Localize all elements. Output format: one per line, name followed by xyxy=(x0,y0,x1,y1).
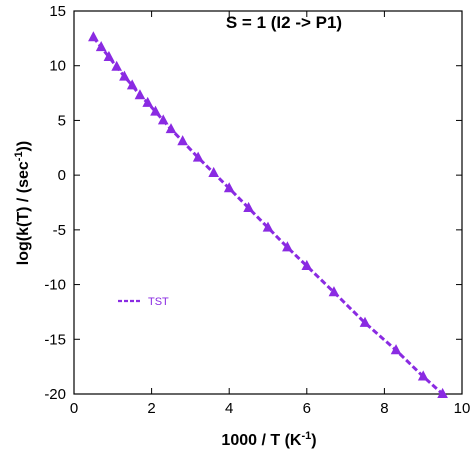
y-tick-label: -10 xyxy=(44,277,66,294)
y-axis-label-main: log(k(T) / (sec xyxy=(15,161,32,265)
data-point-tst xyxy=(177,135,188,146)
y-tick-label: 10 xyxy=(49,58,66,75)
data-point-tst xyxy=(119,70,130,81)
data-point-tst xyxy=(390,344,402,355)
y-tick-label: 5 xyxy=(58,112,66,129)
data-point-tst xyxy=(126,79,138,90)
series-line-tst xyxy=(92,36,444,396)
data-point-tst xyxy=(103,50,115,61)
x-tick-label: 10 xyxy=(454,400,471,417)
x-tick-label: 6 xyxy=(303,400,311,417)
x-axis-label-end: ) xyxy=(311,432,316,449)
y-axis-label-end: )) xyxy=(15,141,32,152)
x-tick-label: 8 xyxy=(380,400,388,417)
y-axis-label-sup: -1 xyxy=(13,151,25,161)
plot-frame xyxy=(73,10,463,395)
y-axis-label: log(k(T) / (sec-1)) xyxy=(13,141,32,265)
data-point-tst xyxy=(282,241,293,252)
axis-ticks: 0 2 4 6 8 10 15 10 5 0 -5 -10 -15 -20 xyxy=(44,3,470,417)
data-point-tst xyxy=(437,387,448,398)
data-point-tst xyxy=(142,96,154,107)
data-point-tst xyxy=(328,286,340,297)
data-point-tst xyxy=(157,114,169,125)
data-point-tst xyxy=(417,370,429,381)
data-point-tst xyxy=(243,201,254,212)
y-tick-label: -5 xyxy=(53,222,66,239)
data-point-tst xyxy=(301,259,313,270)
x-tick-label: 2 xyxy=(147,400,155,417)
legend: TST xyxy=(118,296,169,308)
data-point-tst xyxy=(111,60,123,71)
y-tick-label: 15 xyxy=(49,3,66,20)
series-layer xyxy=(88,31,448,398)
y-tick-label: -15 xyxy=(44,331,66,348)
chart-title: S = 1 (I2 -> P1) xyxy=(226,13,342,32)
data-point-tst xyxy=(262,221,274,232)
data-point-tst xyxy=(95,41,107,52)
y-tick-label: -20 xyxy=(44,386,66,403)
data-point-tst xyxy=(192,151,204,162)
data-point-tst xyxy=(208,166,220,177)
data-point-tst xyxy=(134,89,146,100)
x-axis-label-sup: -1 xyxy=(301,430,311,442)
legend-label: TST xyxy=(148,296,169,308)
data-point-tst xyxy=(88,31,99,42)
data-point-tst xyxy=(223,182,235,193)
x-axis-label: 1000 / T (K-1) xyxy=(221,430,316,449)
y-tick-label: 0 xyxy=(58,167,66,184)
x-tick-label: 4 xyxy=(225,400,233,417)
x-tick-label: 0 xyxy=(70,400,78,417)
data-point-tst xyxy=(165,123,177,134)
data-point-tst xyxy=(150,105,161,116)
data-point-tst xyxy=(359,316,371,327)
x-axis-label-main: 1000 / T (K xyxy=(221,432,301,449)
